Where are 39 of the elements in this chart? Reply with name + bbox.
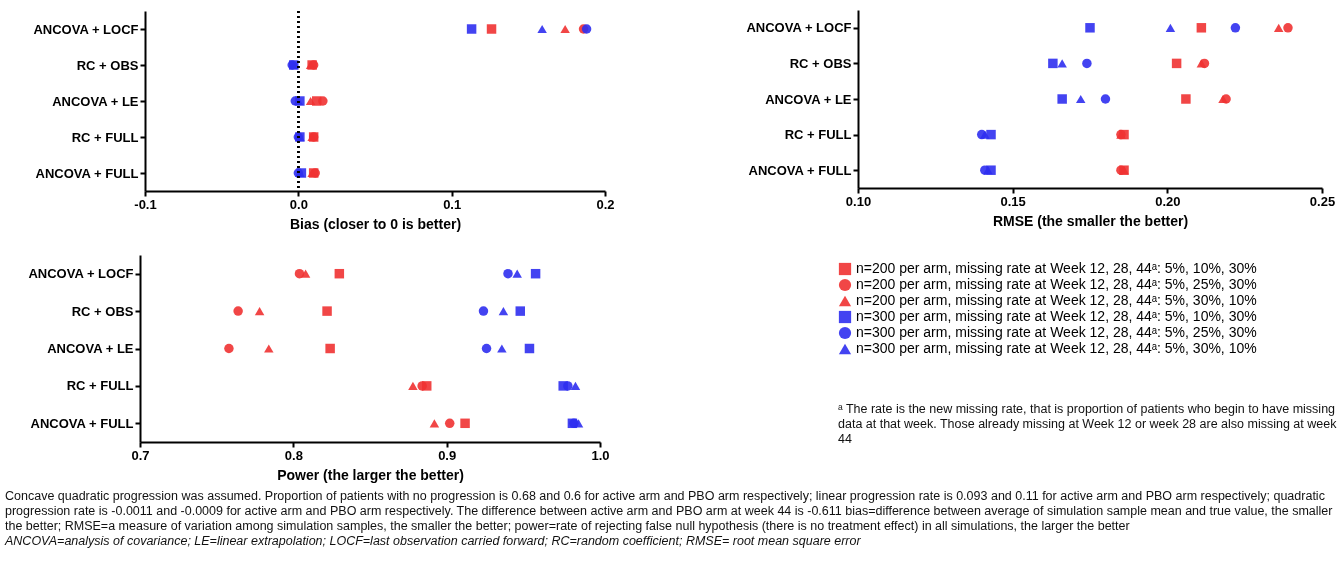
text: ANCOVA=analysis of covariance; LE=linear extrapolation; LOCF=last observation carried forward; RC=random coefficient; RMSE= root mean square error [5, 534, 862, 549]
y-tick-label: ANCOVA + LOCF [33, 21, 139, 37]
legend-label: n=300 per arm, missing rate at Week 12, 28, 44ᵃ: 5%, 25%, 30% [856, 324, 1257, 340]
x-tick-label: 0.10 [845, 193, 872, 209]
legend-label: n=300 per arm, missing rate at Week 12, 28, 44ᵃ: 5%, 10%, 30% [856, 308, 1257, 324]
y-tick-label: ANCOVA + LOCF [746, 20, 852, 36]
x-tick-label: 0.2 [596, 196, 615, 212]
y-tick-label: RC + OBS [789, 55, 852, 71]
x-tick-label: 0.9 [438, 447, 457, 463]
x-axis-title: Power (the larger the better) [277, 466, 464, 483]
y-tick-label: ANCOVA + FULL [748, 162, 852, 178]
y-tick-label: ANCOVA + LE [765, 91, 852, 107]
y-tick-label: RC + FULL [71, 129, 139, 145]
legend-label: n=200 per arm, missing rate at Week 12, 28, 44ᵃ: 5%, 30%, 10% [856, 292, 1257, 308]
y-tick-label: ANCOVA + LOCF [28, 266, 134, 282]
x-axis-title: RMSE (the smaller the better) [992, 212, 1189, 229]
x-axis-title: Bias (closer to 0 is better) [289, 215, 462, 232]
x-tick-label: 0.0 [289, 196, 308, 212]
y-tick-label: ANCOVA + LE [47, 341, 134, 356]
x-tick-label: 0.7 [131, 447, 150, 463]
text: Concave quadratic progression was assumed. Proportion of patients with no progression is 0.68 and 0.6 for active arm and PBO arm respectively; linear progression rate is 0.093 and 0.11 for active arm and PBO arm respectively; quadratic progression rate is -0.0011 and -0.0009 for active arm and PBO arm respectively. The difference between active arm and PBO arm at week 44 is -0.611 bias=difference between average of simulation sample mean and true value, the smaller the better; RMSE=a measure of variation among simulation samples, the smaller the better; power=rate of rejecting false null hypothesis (there is no treatment effect) in all simulations, the larger the better [5, 489, 1334, 534]
y-tick-label: ANCOVA + LE [52, 93, 139, 109]
x-tick-label: 0.8 [284, 447, 303, 463]
x-tick-label: -0.1 [134, 196, 157, 212]
x-tick-label: 0.1 [443, 196, 462, 212]
y-tick-label: RC + FULL [784, 127, 852, 143]
y-tick-label: RC + OBS [71, 303, 134, 319]
x-tick-label: 0.20 [1155, 193, 1181, 209]
y-tick-label: ANCOVA + FULL [35, 165, 139, 181]
x-tick-label: 1.0 [591, 447, 610, 463]
y-tick-label: ANCOVA + FULL [30, 415, 134, 431]
legend-label: n=200 per arm, missing rate at Week 12, 28, 44ᵃ: 5%, 10%, 30% [856, 260, 1257, 276]
text: ᵃ The rate is the new missing rate, that is proportion of patients who begin to have missing data at that week. Those already missing at Week 12 or week 28 are also missing at week 44 [838, 402, 1338, 447]
y-tick-label: RC + FULL [66, 378, 134, 394]
legend-label: n=200 per arm, missing rate at Week 12, 28, 44ᵃ: 5%, 25%, 30% [856, 276, 1257, 292]
x-tick-label: 0.25 [1309, 193, 1336, 209]
legend-label: n=300 per arm, missing rate at Week 12, 28, 44ᵃ: 5%, 30%, 10% [856, 340, 1257, 356]
y-tick-label: RC + OBS [76, 57, 139, 73]
x-tick-label: 0.15 [1000, 193, 1026, 209]
